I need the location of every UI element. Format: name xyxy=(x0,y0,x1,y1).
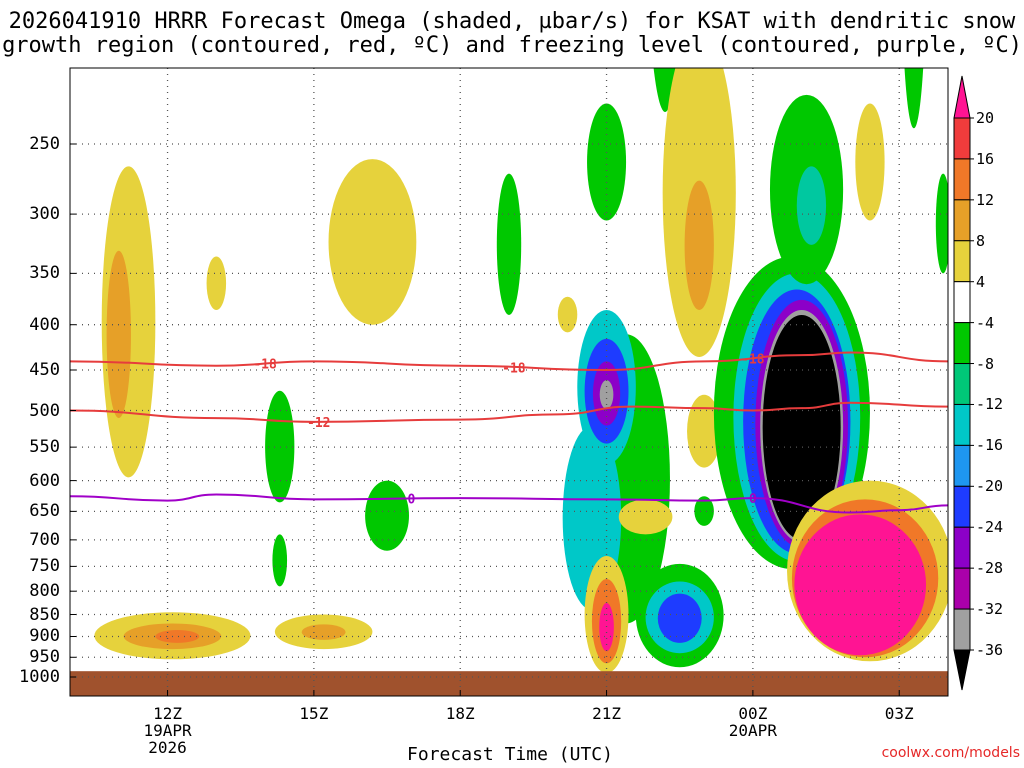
y-tick-label-650: 650 xyxy=(29,501,60,522)
omega-region-23 xyxy=(599,603,614,652)
omega-region-45 xyxy=(904,68,924,129)
contour-label-1-0: -12 xyxy=(307,416,330,431)
y-tick-label-350: 350 xyxy=(29,263,60,284)
contour-label-0-0: -18 xyxy=(253,358,277,373)
plot-frame xyxy=(69,67,949,697)
colorbar-swatch-3 xyxy=(953,199,971,242)
omega-region-32 xyxy=(694,496,714,526)
contour-label-2-0: 0 xyxy=(408,493,416,508)
colorbar-label--16: -16 xyxy=(976,436,1004,455)
omega-region-31 xyxy=(687,394,722,468)
omega-region-20 xyxy=(599,380,614,409)
y-tick-label-800: 800 xyxy=(29,581,60,602)
omega-region-27 xyxy=(657,593,702,643)
x-tick-label-03Z: 03Z xyxy=(884,704,914,723)
contour-line-2 xyxy=(70,493,948,514)
x-tick-label-21Z: 21Z xyxy=(592,704,621,723)
colorbar-label--8: -8 xyxy=(976,354,995,373)
contour-label-0-1: -18 xyxy=(502,361,526,376)
omega-region-38 xyxy=(762,314,841,540)
colorbar-swatch-9 xyxy=(953,444,971,487)
x-axis-label: Forecast Time (UTC) xyxy=(407,744,613,765)
colorbar-swatch-2 xyxy=(953,158,971,201)
colorbar-swatch-5 xyxy=(953,281,971,324)
omega-region-30 xyxy=(684,180,714,311)
grid-lines xyxy=(70,68,948,696)
x-tick-label-15Z: 15Z xyxy=(299,704,329,723)
y-tick-label-450: 450 xyxy=(29,359,60,380)
contour-label-0-2: -18 xyxy=(741,352,765,367)
colorbar-label--4: -4 xyxy=(976,313,995,332)
colorbar-label--36: -36 xyxy=(976,641,1004,659)
x-tick-label-12Z-sub2: 2026 xyxy=(148,738,187,757)
omega-region-4 xyxy=(155,630,200,643)
colorbar-swatch-12 xyxy=(953,567,971,610)
omega-region-6 xyxy=(301,624,346,640)
y-tick-label-950: 950 xyxy=(29,647,60,668)
x-tick-label-12Z-sub1: 19APR xyxy=(143,721,192,740)
y-tick-label-600: 600 xyxy=(29,470,60,491)
omega-region-8 xyxy=(328,159,417,325)
axis-ticks xyxy=(70,143,900,696)
colorbar-label-16: 16 xyxy=(976,149,995,168)
colorbar-swatch-13 xyxy=(953,608,971,651)
colorbar-swatch-4 xyxy=(953,240,971,283)
colorbar-label-12: 12 xyxy=(976,190,995,209)
colorbar-label-4: 4 xyxy=(976,272,986,291)
colorbar-top-arrow xyxy=(953,75,971,119)
chart-title-line-1: 2026041910 HRRR Forecast Omega (shaded, … xyxy=(8,9,1016,34)
temperature-contours: -18 -18 -18 -12 0 0 xyxy=(70,351,948,514)
omega-region-46 xyxy=(935,173,948,274)
omega-region-43 xyxy=(794,514,927,656)
colorbar-label--24: -24 xyxy=(976,518,1004,537)
x-tick-label-12Z: 12Z xyxy=(153,704,182,723)
omega-region-10 xyxy=(272,534,288,587)
contour-label-2-1: 0 xyxy=(749,492,757,507)
colorbar-label--28: -28 xyxy=(976,559,1004,578)
y-tick-label-500: 500 xyxy=(29,400,60,421)
chart-title-line-2: growth region (contoured, red, ºC) and f… xyxy=(2,33,1022,58)
x-tick-label-18Z: 18Z xyxy=(445,704,475,723)
y-tick-label-850: 850 xyxy=(29,604,60,625)
y-tick-label-900: 900 xyxy=(29,626,60,647)
y-tick-label-300: 300 xyxy=(29,204,60,225)
y-tick-label-750: 750 xyxy=(29,556,60,577)
colorbar-label--32: -32 xyxy=(976,600,1004,619)
y-tick-label-1000: 1000 xyxy=(19,667,60,687)
x-tick-label-00Z: 00Z xyxy=(738,704,768,723)
omega-shaded-regions xyxy=(70,68,948,696)
contour-line-0 xyxy=(70,351,948,371)
colorbar-swatch-11 xyxy=(953,526,971,569)
ground-surface xyxy=(70,671,948,696)
colorbar-label-20: 20 xyxy=(976,109,995,127)
colorbar-swatch-1 xyxy=(953,117,971,160)
omega-region-14 xyxy=(587,103,627,221)
x-tick-label-00Z-sub1: 20APR xyxy=(728,721,777,740)
y-tick-label-400: 400 xyxy=(29,314,60,335)
colorbar-label--20: -20 xyxy=(976,477,1004,496)
omega-region-12 xyxy=(496,173,522,315)
colorbar-label-8: 8 xyxy=(976,231,986,250)
omega-region-40 xyxy=(796,166,827,245)
omega-region-11 xyxy=(365,480,410,551)
colorbar-swatch-7 xyxy=(953,363,971,405)
colorbar-swatch-10 xyxy=(953,485,971,528)
source-credit: coolwx.com/models xyxy=(881,745,1020,761)
omega-region-1 xyxy=(106,250,131,419)
colorbar-swatch-8 xyxy=(953,403,971,446)
omega-region-7 xyxy=(206,256,227,311)
y-tick-label-700: 700 xyxy=(29,529,60,550)
omega-region-13 xyxy=(557,296,578,333)
omega-region-9 xyxy=(265,390,295,503)
colorbar-label--12: -12 xyxy=(976,395,1004,414)
y-tick-label-250: 250 xyxy=(29,134,60,154)
colorbar-bottom-arrow xyxy=(953,649,971,691)
colorbar xyxy=(953,75,974,691)
omega-region-44 xyxy=(855,103,885,221)
omega-region-24 xyxy=(618,499,673,535)
contour-line-1 xyxy=(70,401,948,423)
y-tick-label-550: 550 xyxy=(29,437,60,458)
colorbar-swatch-6 xyxy=(953,322,971,365)
